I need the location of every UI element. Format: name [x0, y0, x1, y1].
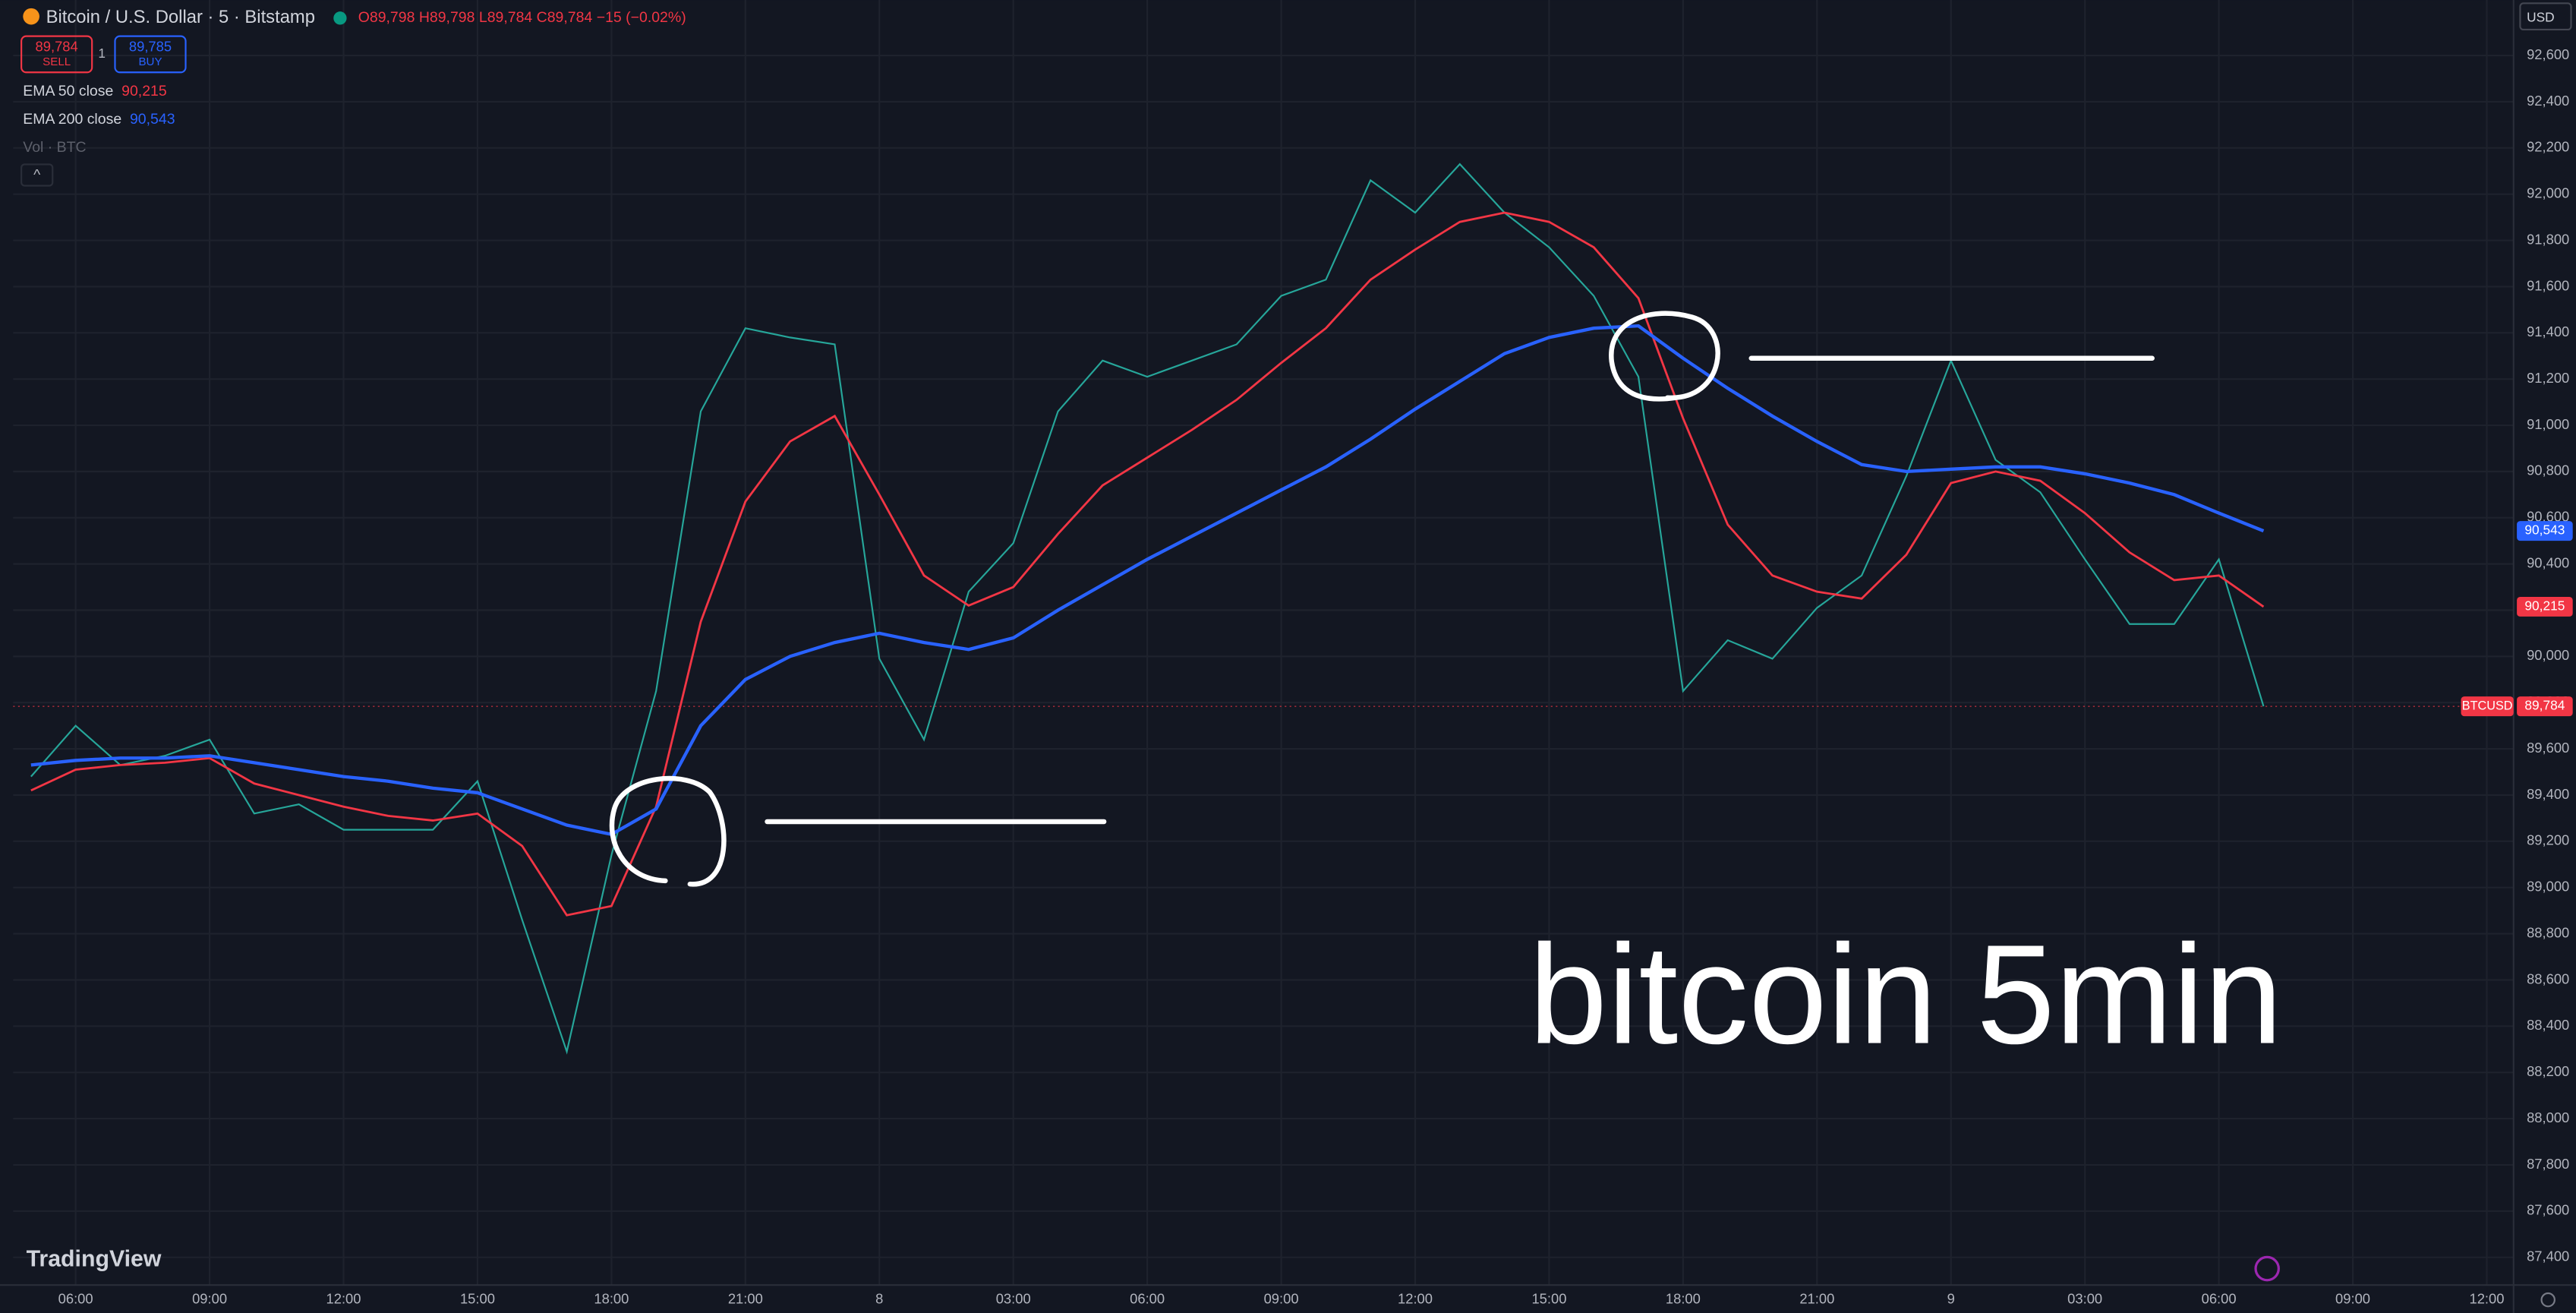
x-tick-label: 8	[875, 1291, 883, 1307]
x-tick-label: 15:00	[1531, 1291, 1566, 1307]
price-tag-label: 90,543	[2524, 522, 2565, 538]
legend-value: 90,215	[121, 83, 167, 99]
y-tick-label: 90,600	[2527, 509, 2569, 525]
y-tick-label: 89,200	[2527, 832, 2569, 848]
close: C89,784	[537, 9, 593, 26]
drawings	[609, 311, 2155, 887]
y-tick-label: 88,200	[2527, 1063, 2569, 1079]
collapse-icon: ^	[33, 167, 41, 184]
logo: TradingView	[27, 1247, 162, 1272]
y-tick-label: 88,800	[2527, 924, 2569, 940]
buy-label: BUY	[138, 55, 162, 68]
y-tick-label: 87,800	[2527, 1156, 2569, 1172]
legend-entry: EMA 200 close 90,543	[23, 111, 175, 128]
y-tick-label: 92,600	[2527, 46, 2569, 62]
symbol-icon	[23, 8, 39, 25]
low: L89,784	[479, 9, 533, 26]
y-tick-label: 89,600	[2527, 740, 2569, 756]
symbol-tag-label: BTCUSD	[2462, 699, 2513, 712]
series-line	[30, 163, 2265, 1055]
circle-drawing	[609, 775, 727, 887]
y-tick-label: 91,200	[2527, 370, 2569, 386]
symbol-tag	[2461, 696, 2514, 717]
y-tick-label: 88,400	[2527, 1017, 2569, 1033]
y-tick-label: 91,600	[2527, 277, 2569, 293]
circle-drawing	[1609, 311, 1720, 402]
y-tick-label: 92,200	[2527, 139, 2569, 155]
sell-price: 89,784	[36, 39, 78, 55]
x-tick-label: 9	[1947, 1291, 1955, 1307]
ohlc: O89,798 H89,798 L89,784 C89,784 −15 (−0.…	[358, 9, 686, 26]
y-tick-label: 89,400	[2527, 786, 2569, 802]
price-tag-label: 90,215	[2524, 598, 2565, 614]
y-tick-label: 87,600	[2527, 1202, 2569, 1218]
sell-button[interactable]	[20, 35, 93, 74]
y-tick-label: 90,800	[2527, 462, 2569, 478]
y-tick-label: 92,400	[2527, 93, 2569, 109]
buy-button[interactable]	[114, 35, 187, 74]
price-tag	[2517, 696, 2573, 717]
price-tag-label: 89,784	[2524, 698, 2565, 713]
settings-button[interactable]	[2540, 1292, 2556, 1308]
y-tick-label: 88,600	[2527, 971, 2569, 986]
y-tick-label: 91,000	[2527, 416, 2569, 432]
x-tick-label: 03:00	[2067, 1291, 2102, 1307]
y-tick-label: 92,000	[2527, 185, 2569, 201]
x-tick-label: 06:00	[1130, 1291, 1165, 1307]
x-tick-label: 03:00	[996, 1291, 1031, 1307]
replay-button[interactable]	[2254, 1255, 2280, 1282]
legend-name: EMA 200 close	[23, 111, 121, 128]
volume-label: Vol · BTC	[23, 139, 86, 156]
x-tick-label: 18:00	[1666, 1291, 1701, 1307]
x-tick-label: 12:00	[1398, 1291, 1433, 1307]
quantity: 1	[98, 46, 106, 61]
x-tick-label: 12:00	[326, 1291, 361, 1307]
axes: 87,400 87,600 87,800 88,000 88,200 88,400 88,6…	[58, 46, 2573, 1307]
legend-name: EMA 50 close	[23, 83, 113, 99]
x-tick-label: 18:00	[594, 1291, 629, 1307]
change: −15 (−0.02%)	[597, 9, 686, 26]
x-tick-label: 09:00	[192, 1291, 227, 1307]
y-tick-label: 91,800	[2527, 231, 2569, 247]
x-tick-label: 09:00	[1264, 1291, 1299, 1307]
x-tick-label: 21:00	[1799, 1291, 1834, 1307]
market-status[interactable]	[333, 11, 347, 25]
open: O89,798	[358, 9, 415, 26]
plot	[13, 163, 2514, 1055]
grid	[13, 0, 2514, 1286]
y-tick-label: 87,400	[2527, 1248, 2569, 1264]
x-tick-label: 15:00	[460, 1291, 495, 1307]
y-tick-label: 88,000	[2527, 1109, 2569, 1125]
collapse-button[interactable]	[20, 163, 54, 187]
symbol-title: Bitcoin / U.S. Dollar · 5 · Bitstamp	[46, 7, 315, 27]
price-tag	[2517, 521, 2573, 541]
y-tick-label: 90,400	[2527, 554, 2569, 570]
buy-price: 89,785	[129, 39, 172, 55]
y-tick-label: 89,000	[2527, 879, 2569, 895]
series-line	[30, 211, 2265, 917]
x-tick-label: 06:00	[58, 1291, 93, 1307]
x-tick-label: 21:00	[728, 1291, 763, 1307]
series-line	[30, 324, 2265, 837]
legend-value: 90,543	[130, 111, 175, 128]
price-tag	[2517, 596, 2573, 617]
y-tick-label: 90,000	[2527, 647, 2569, 663]
annotation: bitcoin 5min	[1529, 916, 2283, 1073]
sell-label: SELL	[43, 55, 71, 68]
y-tick-label: 91,400	[2527, 324, 2569, 339]
high: H89,798	[419, 9, 475, 26]
currency-button[interactable]	[2519, 2, 2572, 31]
x-tick-label: 12:00	[2469, 1291, 2504, 1307]
x-tick-label: 09:00	[2335, 1291, 2370, 1307]
x-tick-label: 06:00	[2202, 1291, 2237, 1307]
currency: USD	[2527, 9, 2555, 24]
legend-entry: EMA 50 close 90,215	[23, 83, 167, 99]
